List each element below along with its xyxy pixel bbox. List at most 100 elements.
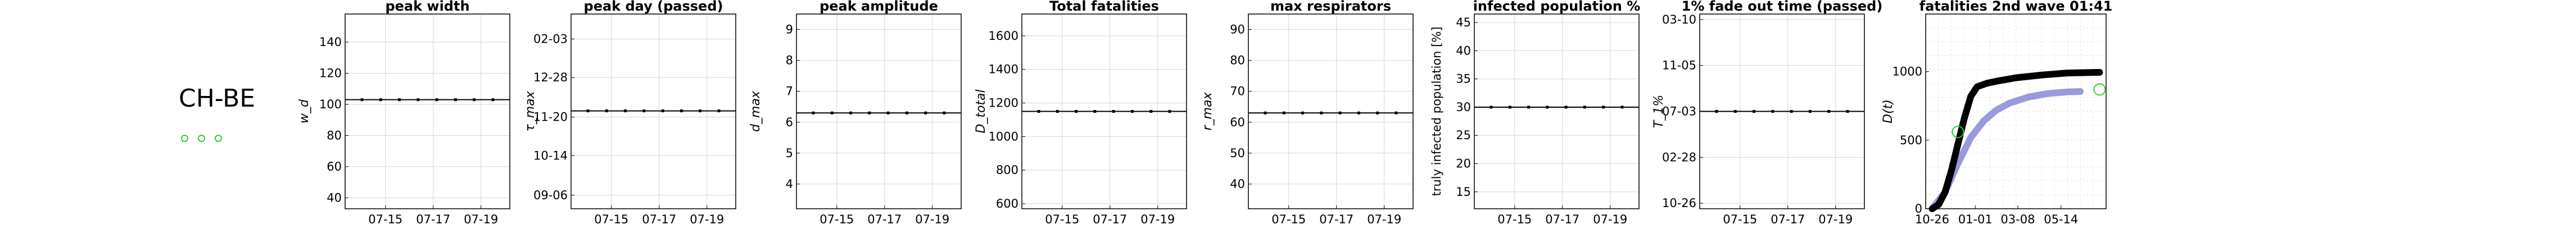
y-tick-label: 40 <box>1456 44 1471 57</box>
data-point <box>1075 110 1078 113</box>
data-point <box>1564 105 1568 109</box>
y-tick-label: 40 <box>327 191 342 205</box>
data-point <box>1527 105 1531 109</box>
y-tick-label: 7 <box>786 85 793 98</box>
y-tick-label: 10-14 <box>533 149 568 162</box>
x-tick-label: 07-17 <box>1771 213 1805 226</box>
data-point <box>1733 110 1737 113</box>
y-tick-label: 100 <box>319 98 342 111</box>
data-point <box>454 98 457 102</box>
data-point <box>1602 105 1605 109</box>
x-tick-label: 07-17 <box>642 213 676 226</box>
data-point <box>924 111 927 114</box>
data-point <box>1808 110 1812 113</box>
y-tick-label: 1200 <box>989 97 1018 110</box>
data-point <box>1168 110 1171 113</box>
x-tick-label: 07-19 <box>1818 213 1853 226</box>
y-tick-label: 1400 <box>989 63 1018 76</box>
y-tick-label: 5 <box>786 146 793 160</box>
x-tick-label: 07-19 <box>915 213 949 226</box>
plot-frame <box>345 13 510 209</box>
y-tick-label: 80 <box>327 129 342 143</box>
data-point <box>1112 110 1115 113</box>
data-point <box>416 98 420 102</box>
data-point <box>1508 105 1511 109</box>
y-tick-label: 6 <box>786 116 793 129</box>
chart-title: peak width <box>385 0 469 14</box>
data-point <box>624 109 627 113</box>
x-tick-label: 07-19 <box>690 213 724 226</box>
data-point <box>1338 111 1342 114</box>
x-tick-label: 07-15 <box>368 213 402 226</box>
y-tick-label: 20 <box>1456 157 1471 171</box>
chart-title: infected population % <box>1473 0 1641 14</box>
green-circle-marker <box>215 135 223 142</box>
data-point <box>360 98 364 102</box>
data-point <box>1130 110 1134 113</box>
data-point <box>379 98 382 102</box>
data-point <box>943 111 946 114</box>
y-tick-label: 11-05 <box>1662 59 1696 72</box>
y-tick-label: 800 <box>996 163 1018 177</box>
y-tick-label: 35 <box>1456 72 1471 86</box>
y-axis-label: D(t) <box>1881 99 1895 123</box>
y-tick-label: 02-28 <box>1662 150 1696 164</box>
data-point <box>1715 110 1718 113</box>
data-point <box>435 98 438 102</box>
fatalities-series-line <box>1928 68 2103 212</box>
data-point <box>1056 110 1059 113</box>
data-point <box>1546 105 1549 109</box>
y-tick-label: 09-06 <box>533 189 568 202</box>
y-tick-label: 1000 <box>1893 65 1922 79</box>
legend-marker-row <box>181 134 229 144</box>
x-tick-label: 07-17 <box>867 213 902 226</box>
y-tick-label: 60 <box>1230 116 1245 129</box>
y-tick-label: 1600 <box>989 29 1018 43</box>
y-tick-label: 30 <box>1456 100 1471 114</box>
data-point <box>1771 110 1774 113</box>
x-tick-label: 01-01 <box>1958 213 1993 226</box>
data-point <box>473 98 476 102</box>
x-tick-label: 07-19 <box>1593 213 1627 226</box>
x-tick-label: 07-15 <box>1497 213 1532 226</box>
x-tick-label: 07-17 <box>1545 213 1579 226</box>
y-axis-label: w_d <box>297 99 311 123</box>
chart-title: Total fatalities <box>1049 0 1159 14</box>
plot-frame <box>1925 13 2107 209</box>
data-point <box>1282 111 1285 114</box>
y-tick-label: 8 <box>786 54 793 67</box>
x-tick-label: 07-19 <box>464 213 498 226</box>
data-point <box>1037 110 1040 113</box>
data-point <box>1149 110 1153 113</box>
chart-title: peak day (passed) <box>584 0 723 14</box>
data-point <box>1827 110 1831 113</box>
y-tick-label: 70 <box>1230 85 1245 98</box>
y-axis-label: T_1% <box>1652 95 1666 128</box>
y-tick-label: 25 <box>1456 129 1471 142</box>
y-tick-label: 50 <box>1230 146 1245 160</box>
y-tick-label: 1000 <box>989 130 1018 143</box>
data-point <box>642 109 646 113</box>
y-tick-label: 140 <box>319 35 342 49</box>
data-point <box>491 98 495 102</box>
y-axis-label: D_total <box>974 89 988 133</box>
data-point <box>1320 111 1323 114</box>
x-tick-label: 07-17 <box>1093 213 1127 226</box>
y-tick-label: 80 <box>1230 54 1245 67</box>
y-tick-label: 600 <box>996 197 1018 210</box>
x-tick-label: 10-26 <box>1915 213 1949 226</box>
y-tick-label: 10-26 <box>1662 196 1696 210</box>
data-point <box>1093 110 1097 113</box>
data-point <box>849 111 853 114</box>
chart-title: 1% fade out time (passed) <box>1682 0 1883 14</box>
y-tick-label: 07-03 <box>1662 105 1696 118</box>
data-point <box>1753 110 1756 113</box>
y-tick-label: 12-28 <box>533 71 568 84</box>
y-tick-label: 02-03 <box>533 33 568 46</box>
x-tick-label: 03-08 <box>2000 213 2035 226</box>
y-tick-label: 11-20 <box>533 111 568 124</box>
data-point <box>868 111 871 114</box>
y-axis-label: truly infected population [%] <box>1430 26 1443 196</box>
y-tick-label: 40 <box>1230 177 1245 191</box>
data-point <box>1846 110 1849 113</box>
